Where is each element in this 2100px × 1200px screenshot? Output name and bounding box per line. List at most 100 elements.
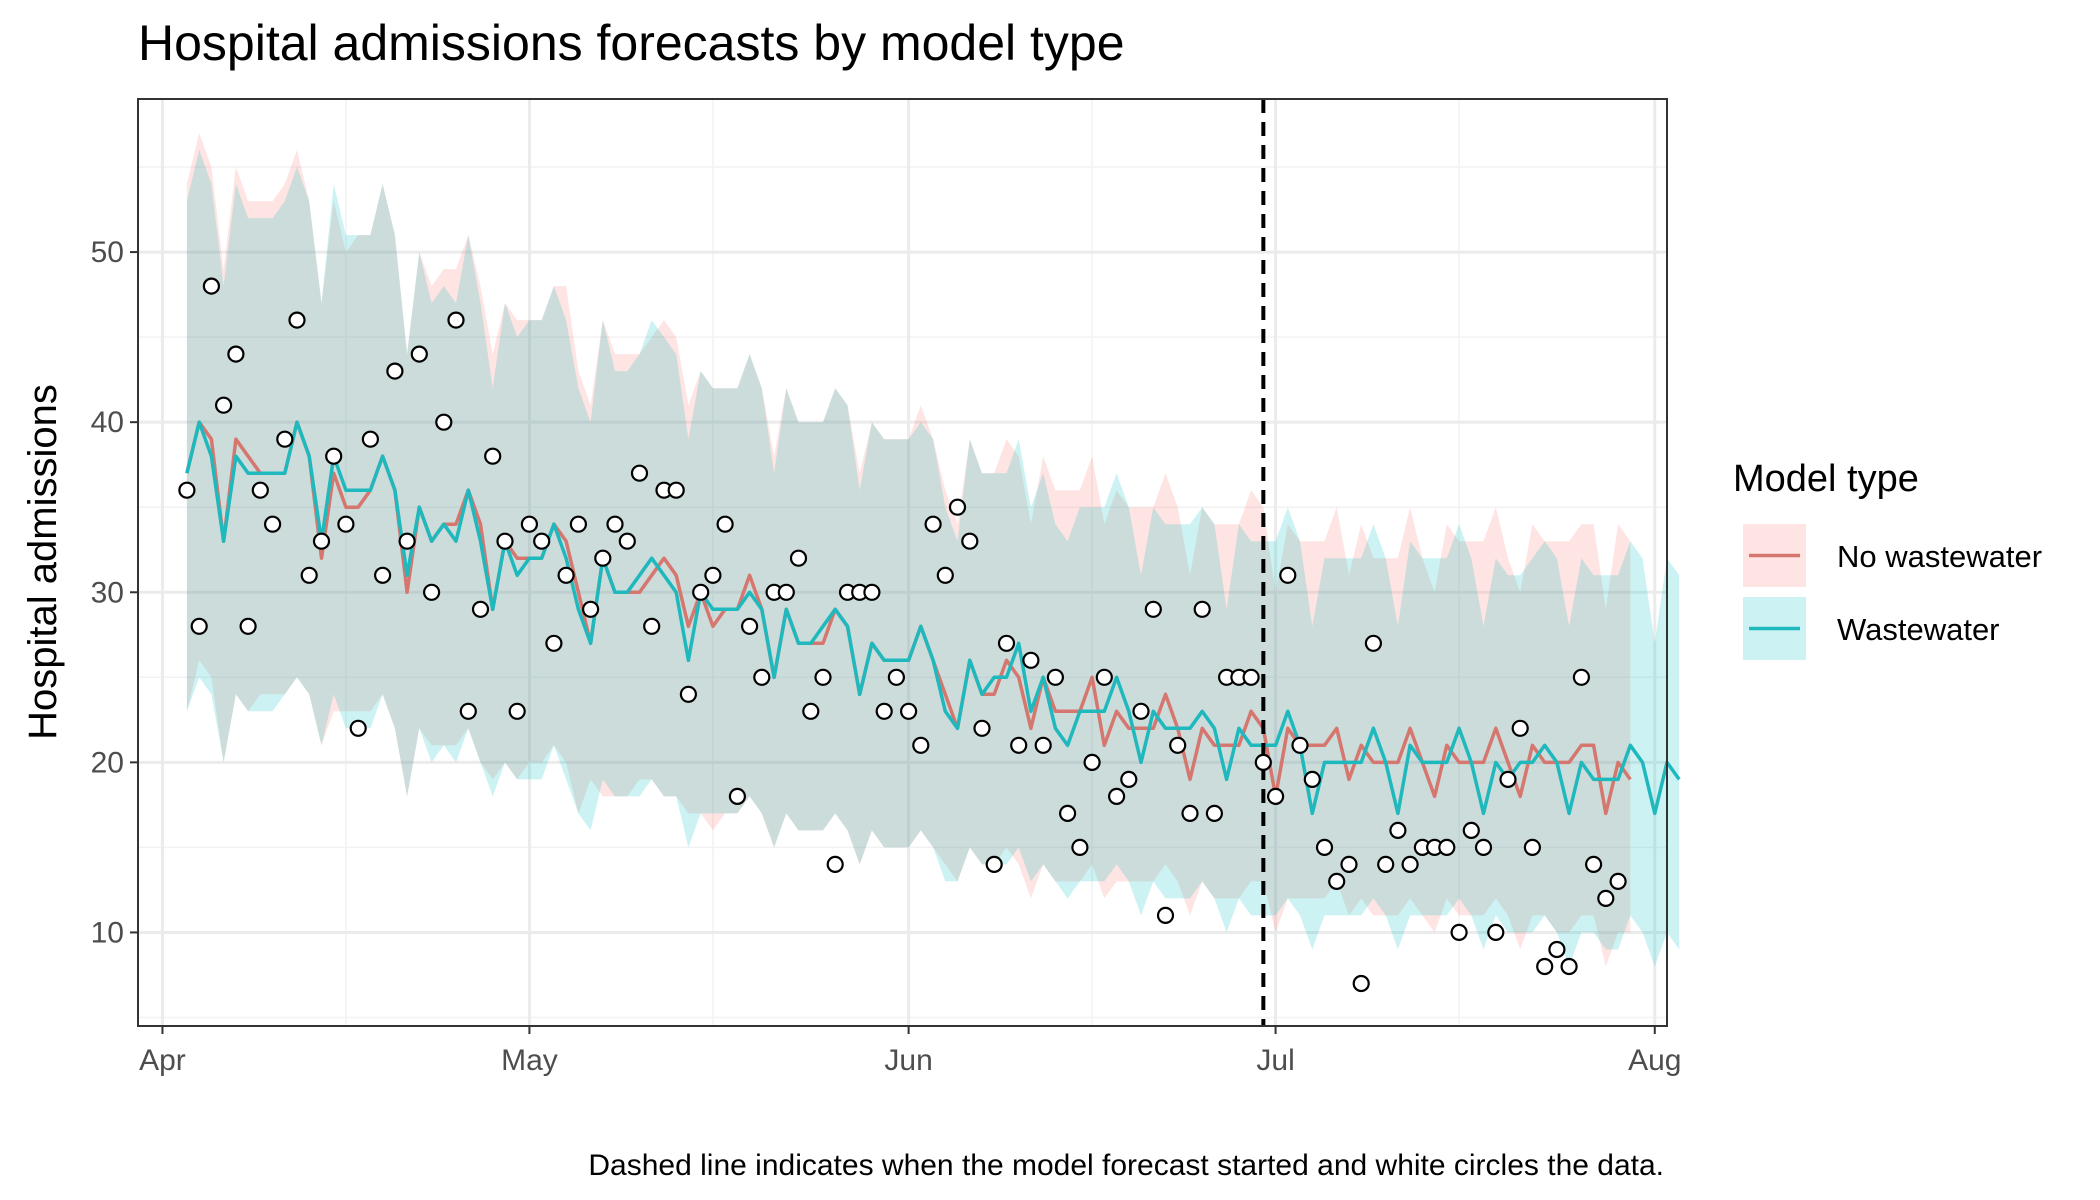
observed-point: [1389, 821, 1407, 840]
observed-point: [447, 311, 465, 329]
observed-point: [985, 855, 1003, 874]
observed-point: [1572, 668, 1591, 686]
minor-gridlines: [138, 99, 1667, 1026]
observed-point: [606, 515, 624, 533]
observed-point: [826, 855, 844, 874]
observed-point: [1046, 668, 1065, 686]
observed-point: [276, 430, 294, 448]
legend-label: Wastewater: [1837, 612, 2000, 647]
y-tick-label: 10: [91, 916, 124, 949]
plot-panel: [137, 98, 1681, 1027]
observed-point: [692, 583, 710, 601]
observed-point: [264, 515, 282, 533]
observed-point: [1266, 787, 1285, 806]
y-tick-label: 30: [91, 576, 124, 609]
observed-point: [251, 481, 269, 499]
major-gridlines: [138, 99, 1667, 1026]
y-tick-label: 40: [91, 406, 124, 439]
observed-point: [1291, 736, 1309, 754]
legend-label: No wastewater: [1837, 539, 2042, 574]
observed-point: [740, 617, 759, 635]
observed-point: [1205, 804, 1224, 823]
observed-point: [349, 719, 367, 737]
y-axis-title: Hospital admissions: [21, 384, 65, 740]
observed-point: [1034, 736, 1052, 754]
observed-point: [300, 566, 318, 584]
observed-point: [1364, 634, 1383, 652]
observed-point: [1058, 804, 1077, 823]
observed-point: [1609, 872, 1627, 891]
observed-point: [875, 702, 893, 720]
observed-point: [337, 515, 355, 533]
observed-point: [924, 515, 942, 533]
observed-point: [1328, 872, 1346, 891]
observed-point: [1450, 923, 1468, 942]
observed-point: [814, 668, 832, 686]
observed-point: [1120, 770, 1138, 789]
observed-point: [948, 498, 967, 516]
observed-point: [1010, 736, 1028, 754]
legend: Model type No wastewater Wastewater: [1733, 458, 2042, 660]
observed-point: [239, 617, 257, 635]
observed-point: [1474, 838, 1493, 857]
observed-point: [1303, 770, 1321, 789]
observed-point: [386, 362, 404, 380]
observed-point: [1156, 906, 1175, 925]
observed-point: [728, 787, 747, 806]
observed-point: [667, 481, 685, 499]
observed-point: [1181, 804, 1199, 823]
observed-point: [802, 702, 820, 720]
x-axis: Apr May Jun Jul Aug: [139, 1026, 1681, 1077]
x-tick-label: Jun: [884, 1044, 932, 1077]
observed-point: [1022, 651, 1040, 669]
observed-point: [533, 532, 551, 550]
observed-point: [1132, 702, 1150, 720]
x-tick-label: May: [501, 1044, 558, 1077]
observed-point: [288, 311, 306, 329]
observed-point: [961, 532, 979, 550]
observed-point: [423, 583, 441, 601]
observed-point: [227, 345, 245, 363]
observed-point: [643, 617, 661, 635]
observed-point: [789, 549, 808, 567]
observed-point: [1511, 719, 1529, 737]
observed-point: [887, 668, 906, 686]
y-axis: 10 20 30 40 50: [91, 236, 138, 949]
observed-point: [1597, 889, 1615, 908]
observed-point: [202, 277, 220, 295]
observed-point: [1315, 838, 1334, 857]
observed-point: [508, 702, 526, 720]
observed-point: [1254, 753, 1272, 772]
observed-point: [973, 719, 991, 737]
y-tick-label: 20: [91, 746, 124, 779]
observed-point: [410, 345, 428, 363]
observed-point: [1242, 668, 1260, 686]
observed-point: [936, 566, 954, 584]
observed-point: [753, 668, 771, 686]
observed-point: [1487, 923, 1505, 942]
observed-point: [1377, 855, 1395, 874]
observed-point: [459, 702, 477, 720]
observed-point: [545, 634, 563, 652]
observed-point: [520, 515, 539, 533]
observed-point: [1560, 957, 1578, 976]
y-tick-label: 50: [91, 236, 124, 269]
observed-point: [704, 566, 722, 584]
observed-point: [912, 736, 930, 754]
observed-point: [325, 447, 343, 465]
observed-point: [581, 600, 600, 618]
observed-point: [863, 583, 881, 601]
observed-point: [1107, 787, 1126, 806]
observed-point: [777, 583, 795, 601]
chart-caption: Dashed line indicates when the model for…: [588, 1149, 1664, 1182]
observed-point: [1584, 855, 1603, 874]
observed-point: [1279, 566, 1297, 584]
observed-point: [1548, 940, 1566, 959]
observed-point: [1340, 855, 1358, 874]
x-tick-label: Aug: [1628, 1044, 1681, 1077]
observed-point: [1169, 736, 1187, 754]
observed-point: [997, 634, 1016, 652]
median-line-wastewater: [185, 420, 1681, 816]
observed-point: [1071, 838, 1089, 857]
